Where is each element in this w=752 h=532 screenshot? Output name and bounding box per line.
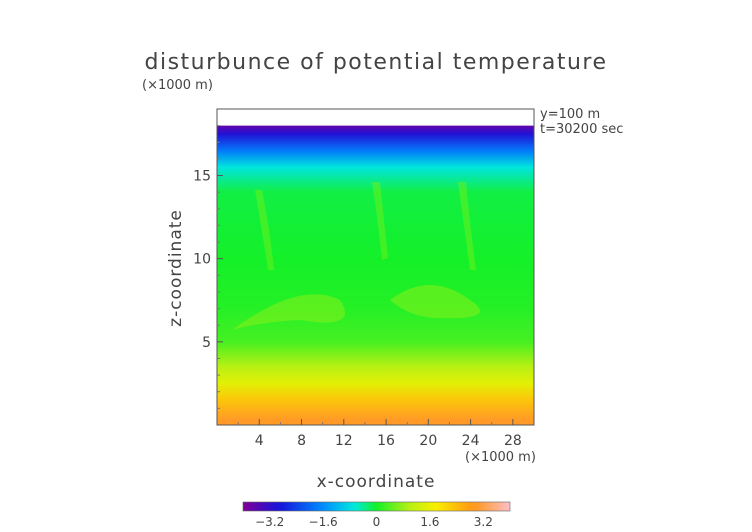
colorbar-tick-label-2: 0 [373,515,381,529]
field-feature-2 [255,190,274,270]
x-unit-label: (×1000 m) [465,450,536,465]
colorbar-tick-label-0: −3.2 [255,515,284,529]
annotation-time: t=30200 sec [540,122,623,137]
chart-title: disturbunce of potential temperature [145,50,608,75]
field-feature-4 [458,182,476,270]
x-tick-label-6: 28 [504,433,522,449]
x-tick-label-2: 12 [335,433,353,449]
field-feature-0 [232,294,345,330]
y-axis-label: z-coordinate [166,209,186,327]
colorbar-tick-label-1: −1.6 [309,515,338,529]
plot-area [216,108,535,426]
x-tick-label-4: 20 [419,433,437,449]
colorbar-ticks: −3.2 −1.6 0 1.6 3.2 [255,515,493,529]
y-unit-label: (×1000 m) [142,78,213,93]
colorbar-strip [242,501,511,512]
colorbar-tick-label-3: 1.6 [420,515,439,529]
x-tick-label-1: 8 [297,433,306,449]
x-tick-label-5: 24 [462,433,480,449]
heatmap-field [217,125,534,425]
anomaly-group [232,182,480,330]
annotation-y: y=100 m [540,107,600,122]
y-tick-label-2: 15 [193,169,211,185]
x-tick-label-3: 16 [377,433,395,449]
x-tick-label-0: 4 [255,433,264,449]
field-feature-3 [372,182,388,260]
y-tick-label-0: 5 [202,335,211,351]
colorbar-tick-label-4: 3.2 [474,515,493,529]
plot-frame [216,108,535,426]
x-axis-label: x-coordinate [317,472,436,492]
field-feature-1 [390,285,480,319]
colorbar: −3.2 −1.6 0 1.6 3.2 [242,501,511,529]
y-axis: 5 10 15 [193,125,223,409]
y-tick-label-1: 10 [193,252,211,268]
x-axis: 4 8 12 16 20 24 28 [237,419,522,449]
